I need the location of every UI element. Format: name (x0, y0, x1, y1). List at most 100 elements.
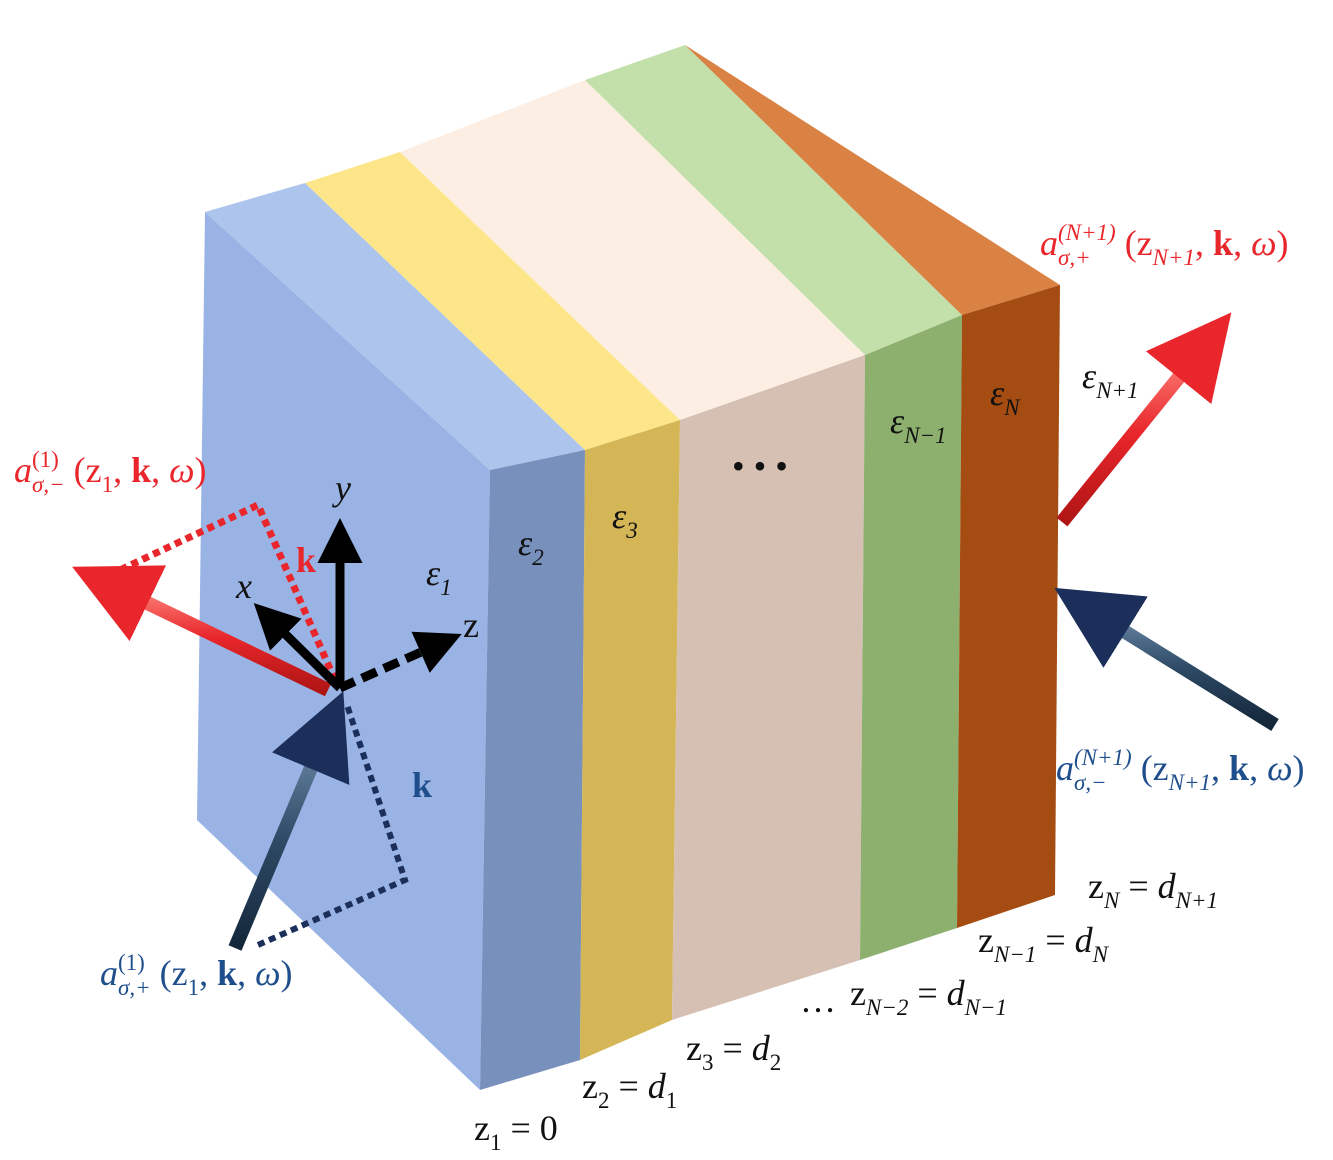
slab-n-1-top (585, 45, 962, 355)
label-part: N−1 (964, 995, 1007, 1020)
label-part: d (1075, 920, 1094, 960)
math-label: εN (990, 373, 1021, 420)
math-label: … (800, 980, 836, 1020)
red-arrow-left (72, 565, 332, 697)
math-label: zN−2 = dN−1 (850, 973, 1007, 1020)
label-part: a (1040, 223, 1058, 263)
label-part: k (217, 953, 237, 993)
label-part: ) (1276, 223, 1288, 263)
math-label: a(1) σ,+ (z1, k, ω) (100, 950, 293, 1000)
math-label: ε2 (518, 523, 544, 570)
label-part: d (752, 1028, 771, 1068)
label-part: ε (1082, 356, 1097, 396)
label-part: ) (281, 953, 293, 993)
label-part: ε (990, 373, 1005, 413)
label-part: , (1195, 223, 1213, 263)
label-part: N−1 (993, 942, 1036, 967)
math-label: k (296, 540, 316, 580)
math-label: a(N+1) σ,+ (zN+1, k, ω) (1040, 220, 1288, 270)
arrows (72, 312, 1279, 951)
label-part: 2 (598, 1088, 610, 1113)
label-part: (N+1) (1074, 745, 1132, 770)
math-label: a(N+1) σ,− (zN+1, k, ω) (1056, 745, 1304, 795)
label-part: k (1229, 748, 1249, 788)
label-part: N+1 (1095, 378, 1138, 403)
label-part: , (113, 450, 131, 490)
axis-z (338, 631, 462, 693)
math-label: k (412, 765, 432, 805)
label-part: N (1003, 395, 1021, 420)
math-label: zN−1 = dN (978, 920, 1110, 967)
label-part: 1 (490, 1130, 502, 1155)
label-part: N−2 (865, 995, 908, 1020)
slab-n-1-side (860, 315, 962, 960)
red-dashed-k (118, 500, 339, 682)
label-part: 1 (440, 575, 452, 600)
label-part: 1 (102, 472, 114, 497)
label-part: (z (65, 450, 102, 490)
label-part: , (1249, 748, 1267, 788)
label-part: ω (255, 953, 280, 993)
label-part: (z (151, 953, 188, 993)
label-part: (z (1116, 223, 1153, 263)
label-part: 3 (702, 1050, 714, 1075)
label-part: , (199, 953, 217, 993)
slab-1-top (205, 183, 585, 470)
label-part: = (1036, 920, 1074, 960)
label-part: N (1103, 888, 1121, 913)
slab-stack (197, 45, 1060, 1090)
slab-3-side (672, 355, 865, 1020)
label-part: 1 (188, 975, 200, 1000)
label-part: … (800, 980, 836, 1020)
label-part: = (908, 973, 946, 1013)
math-label: x (235, 566, 252, 606)
axis-x (253, 603, 344, 692)
label-part: d (947, 973, 966, 1013)
label-part: σ,+ (118, 975, 151, 1000)
math-label: εN−1 (890, 401, 947, 448)
label-part: σ,+ (1058, 245, 1091, 270)
slab-n-side (957, 285, 1060, 928)
label-part: z (474, 1108, 490, 1148)
label-part: a (100, 953, 118, 993)
label-part: σ,− (1074, 770, 1107, 795)
label-part: = (1119, 866, 1157, 906)
label-part: ε (612, 496, 627, 536)
navy-arrow-left (228, 691, 350, 951)
label-part: ) (195, 450, 207, 490)
math-label: εN+1 (1082, 356, 1139, 403)
label-part: (1) (118, 950, 145, 975)
label-part: = 0 (501, 1108, 557, 1148)
label-part: z (978, 920, 994, 960)
label-part: ε (518, 523, 533, 563)
label-part: = (609, 1066, 647, 1106)
label-part: 2 (770, 1050, 782, 1075)
label-part: a (1056, 748, 1074, 788)
label-part: N−1 (903, 423, 946, 448)
label-part: ) (1292, 748, 1304, 788)
label-part: = (713, 1028, 751, 1068)
math-label: ε3 (612, 496, 638, 543)
label-part: k (1213, 223, 1233, 263)
label-part: • • • (732, 446, 788, 486)
label-part: k (131, 450, 151, 490)
label-part: z (686, 1028, 702, 1068)
label-part: N (1092, 942, 1110, 967)
label-part: N+1 (1168, 770, 1211, 795)
math-label: y (332, 468, 351, 508)
math-label: z3 = d2 (686, 1028, 781, 1075)
label-part: , (151, 450, 169, 490)
label-part: N+1 (1175, 888, 1218, 913)
label-part: z (582, 1066, 598, 1106)
label-part: ε (426, 553, 441, 593)
label-part: ω (1267, 748, 1292, 788)
math-label: z1 = 0 (474, 1108, 558, 1155)
label-part: k (296, 540, 316, 580)
math-label: ε1 (426, 553, 452, 600)
label-part: (1) (32, 447, 59, 472)
label-part: ω (169, 450, 194, 490)
navy-dashed-k (256, 704, 409, 948)
red-arrow-right (1056, 312, 1232, 527)
label-part: σ,− (32, 472, 65, 497)
